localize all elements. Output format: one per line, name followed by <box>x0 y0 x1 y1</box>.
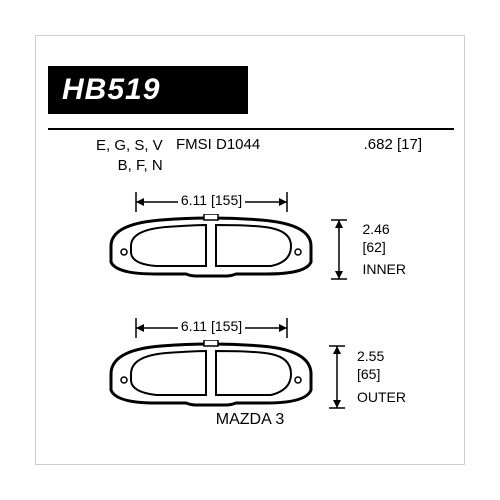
dimension-arrow-icon <box>327 343 347 411</box>
outer-height-dimension <box>326 343 347 411</box>
pad-diagram-area: 6.11 [155] <box>106 186 406 441</box>
inner-label-column: 2.46 [62] INNER <box>362 220 406 279</box>
product-frame: HB519 E, G, S, V B, F, N FMSI D1044 .682… <box>35 35 465 465</box>
part-number: HB519 <box>62 73 160 107</box>
inner-height-in: 2.46 <box>362 220 406 238</box>
inner-width-label: 6.11 [155] <box>178 192 245 208</box>
outer-pad-block: 6.11 [155] <box>106 312 406 413</box>
inner-pad-shape <box>106 214 316 284</box>
outer-pad-shape <box>106 340 316 413</box>
divider-line <box>48 128 454 130</box>
inner-width-dimension: 6.11 [155] <box>134 186 289 214</box>
dimension-arrow-icon <box>329 217 349 282</box>
outer-height-in: 2.55 <box>357 347 406 365</box>
outer-width-label: 6.11 [155] <box>178 318 245 334</box>
brake-pad-icon <box>106 214 316 279</box>
inner-type-label: INNER <box>362 260 406 278</box>
compound-codes: E, G, S, V B, F, N <box>96 136 163 177</box>
fmsi-code: FMSI D1044 <box>176 136 260 153</box>
codes-line-1: E, G, S, V <box>96 136 163 156</box>
outer-pad-row: 2.55 [65] OUTER <box>106 340 406 413</box>
header-bar: HB519 <box>48 66 248 114</box>
inner-height-dimension <box>326 217 352 282</box>
inner-height-mm: [62] <box>362 238 406 256</box>
thickness-value: .682 [17] <box>364 136 422 153</box>
codes-line-2: B, F, N <box>96 156 163 176</box>
vehicle-name: MAZDA 3 <box>36 411 464 429</box>
outer-height-mm: [65] <box>357 365 406 383</box>
inner-pad-block: 6.11 [155] <box>106 186 406 284</box>
outer-type-label: OUTER <box>357 388 406 406</box>
inner-pad-row: 2.46 [62] INNER <box>106 214 406 284</box>
outer-label-column: 2.55 [65] OUTER <box>357 347 406 406</box>
brake-pad-icon <box>106 340 316 408</box>
outer-width-dimension: 6.11 [155] <box>134 312 289 340</box>
